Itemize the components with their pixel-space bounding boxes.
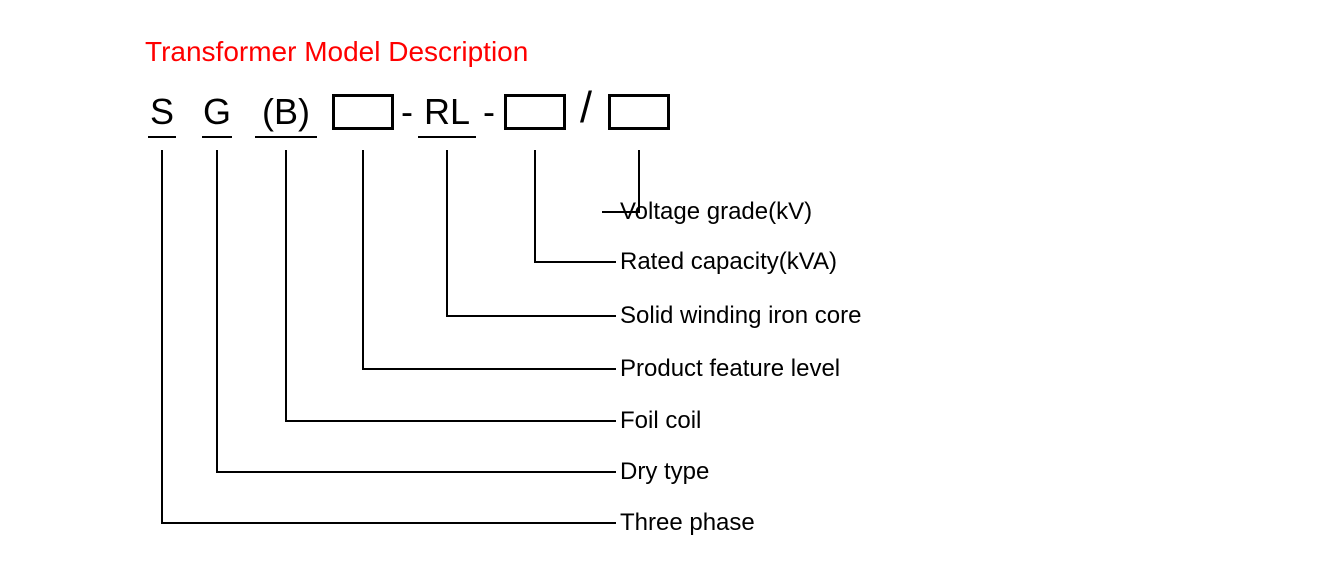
connector-label-S: Three phase — [620, 509, 755, 537]
connector-line-RL — [447, 150, 616, 316]
connector-line-G — [217, 150, 616, 472]
connector-label-RL: Solid winding iron core — [620, 302, 861, 330]
connector-line-box2 — [535, 150, 616, 262]
connector-lines — [0, 0, 1336, 578]
connector-label-box2: Rated capacity(kVA) — [620, 248, 837, 276]
connector-label-B: Foil coil — [620, 407, 701, 435]
connector-line-S — [162, 150, 616, 523]
diagram-root: Transformer Model Description SG(B)-RL-/… — [0, 0, 1336, 578]
connector-line-B — [286, 150, 616, 421]
connector-label-box1: Product feature level — [620, 355, 840, 383]
connector-label-box3: Voltage grade(kV) — [620, 198, 812, 226]
connector-line-box1 — [363, 150, 616, 369]
connector-label-G: Dry type — [620, 458, 709, 486]
